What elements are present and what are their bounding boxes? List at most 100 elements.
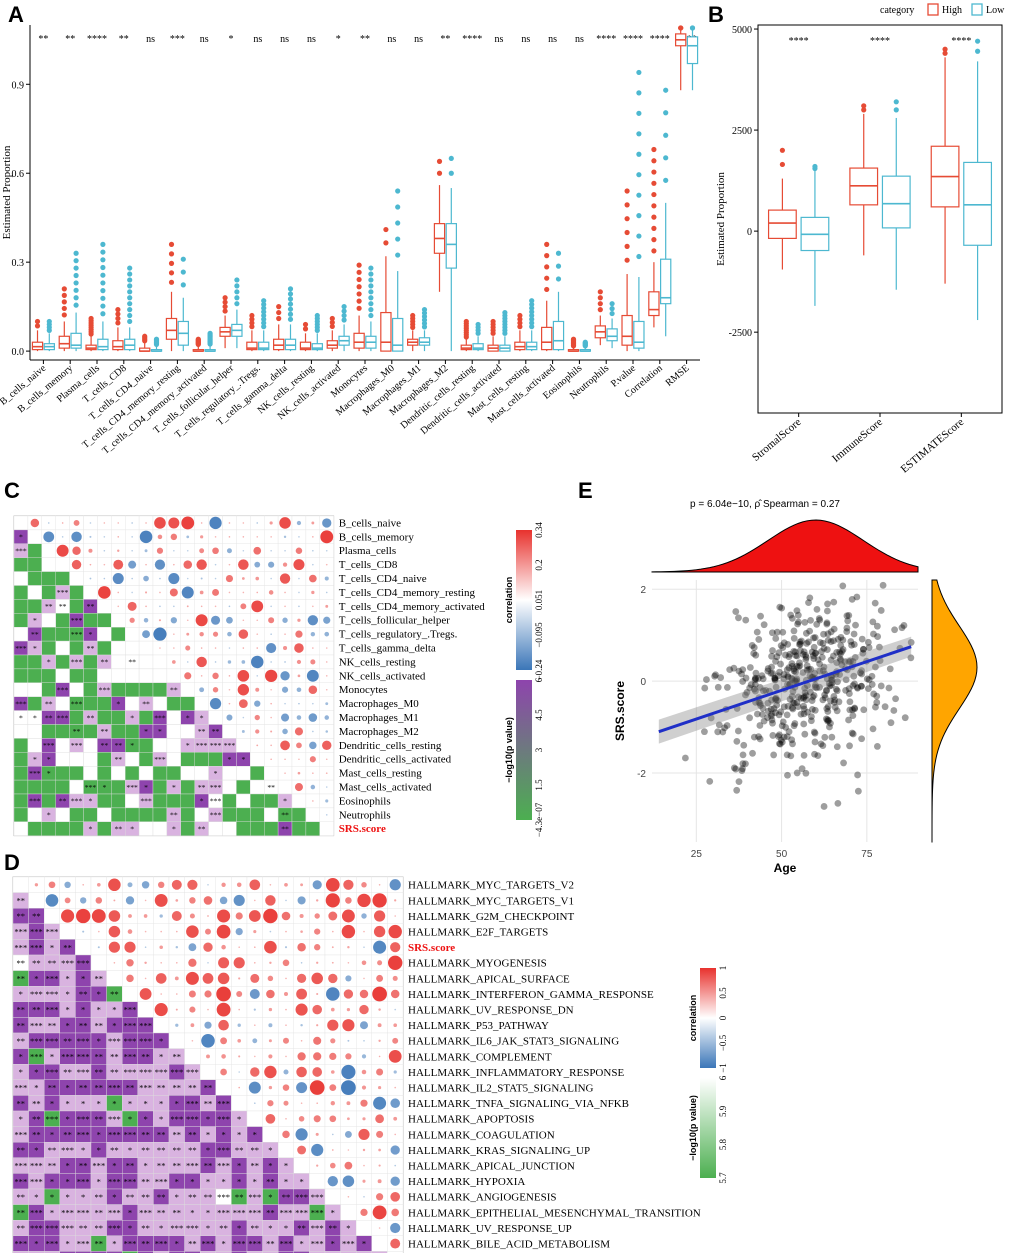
panel-d-star-label: ** bbox=[141, 1192, 150, 1202]
panel-e-point bbox=[790, 627, 798, 635]
panel-a-high-outlier bbox=[115, 311, 121, 317]
panel-c-lower-cell bbox=[111, 793, 126, 809]
panel-d-diag-cell bbox=[44, 908, 61, 925]
panel-a-low-box bbox=[70, 332, 82, 349]
panel-e-point bbox=[869, 618, 877, 626]
panel-d-lower-cell bbox=[371, 1251, 388, 1253]
panel-d-corr-circle bbox=[250, 973, 260, 983]
panel-e-point bbox=[822, 715, 830, 723]
panel-d-star-label: ** bbox=[95, 1052, 104, 1062]
panel-c-corr-circle bbox=[103, 549, 106, 552]
panel-d-corr-circle bbox=[345, 1053, 352, 1060]
panel-e-point bbox=[742, 616, 750, 624]
panel-d-corr-circle bbox=[34, 883, 39, 887]
panel-c-corr-circle bbox=[143, 618, 149, 623]
panel-b-legend-key bbox=[927, 3, 939, 16]
panel-c-star-label: *** bbox=[43, 741, 55, 750]
panel-e-point bbox=[814, 752, 822, 760]
panel-e-point bbox=[759, 704, 767, 712]
panel-d-star-label: *** bbox=[46, 1036, 59, 1046]
panel-d-corr-circle bbox=[175, 945, 179, 949]
panel-a-high-outlier bbox=[517, 324, 523, 330]
panel-a-low-outlier bbox=[127, 301, 133, 307]
panel-d-star-label: * bbox=[34, 974, 38, 984]
panel-e-point bbox=[800, 648, 808, 656]
panel-a-low-outlier bbox=[73, 302, 79, 308]
panel-c-corr-circle bbox=[322, 740, 332, 751]
panel-c-diag-cell bbox=[55, 557, 70, 572]
panel-d-star-label: ** bbox=[157, 1161, 166, 1171]
panel-c-corr-circle bbox=[310, 631, 316, 637]
panel-e-point bbox=[797, 647, 804, 654]
panel-c-star-label: * bbox=[130, 741, 134, 750]
panel-c-corr-circle bbox=[256, 591, 259, 594]
panel-d-star-label: ** bbox=[188, 1192, 197, 1202]
panel-e-point bbox=[834, 678, 841, 686]
panel-d-corr-circle bbox=[268, 1085, 273, 1090]
panel-d-corr-circle bbox=[314, 928, 321, 935]
panel-c-corr-circle bbox=[280, 740, 290, 751]
panel-e-point bbox=[826, 682, 834, 690]
panel-b-legend-label: Low bbox=[986, 5, 1005, 16]
panel-d-star-label: ** bbox=[188, 1145, 197, 1155]
panel-e-point bbox=[775, 731, 783, 739]
panel-d-star-label: *** bbox=[61, 1208, 74, 1218]
panel-c-star-label: * bbox=[19, 533, 23, 542]
panel-d-star-label: *** bbox=[295, 1208, 308, 1218]
panel-c-corr-circle bbox=[159, 577, 161, 580]
panel-c-star-label: *** bbox=[154, 755, 166, 764]
panel-c-corr-circle bbox=[324, 631, 330, 637]
panel-d-lower-cell bbox=[121, 1251, 138, 1253]
panel-d-lower-cell bbox=[199, 1251, 216, 1253]
panel-c-lower-cell bbox=[97, 613, 112, 628]
panel-e-point bbox=[810, 643, 818, 651]
panel-e-point bbox=[830, 698, 838, 706]
panel-e-point bbox=[811, 683, 819, 691]
panel-a-high-box bbox=[541, 326, 553, 351]
panel-c-corr-circle bbox=[153, 627, 167, 641]
panel-c-corr-circle bbox=[228, 702, 231, 705]
panel-e-point bbox=[826, 723, 833, 731]
panel-c-corr-circle bbox=[324, 576, 329, 581]
panel-e-point bbox=[787, 752, 795, 760]
panel-c-star-label: *** bbox=[140, 797, 152, 806]
panel-c-row-label: T_cells_gamma_delta bbox=[339, 643, 436, 655]
panel-c-corr-circle bbox=[47, 522, 50, 524]
panel-e-point bbox=[783, 711, 791, 719]
panel-a-high-outlier bbox=[356, 298, 362, 304]
panel-d-legend-corr-tick: −1 bbox=[718, 1063, 728, 1073]
panel-c-corr-circle bbox=[159, 591, 161, 594]
panel-c-star-label: ** bbox=[101, 658, 109, 667]
panel-c-star-label: * bbox=[89, 825, 93, 834]
panel-d-star-label: *** bbox=[77, 1130, 90, 1140]
panel-d-corr-circle bbox=[312, 1004, 322, 1015]
panel-c-corr-circle bbox=[145, 522, 147, 524]
panel-d-diag-cell bbox=[75, 939, 92, 956]
panel-e-point bbox=[774, 696, 782, 704]
panel-d-lower-cell bbox=[262, 1251, 279, 1253]
panel-c-corr-circle bbox=[211, 615, 221, 625]
panel-c-lower-cell bbox=[55, 738, 70, 753]
panel-e-point bbox=[800, 693, 808, 701]
panel-d-star-label: *** bbox=[311, 1192, 324, 1202]
panel-a-high-outlier bbox=[383, 226, 389, 233]
panel-a-low-box bbox=[686, 36, 699, 65]
panel-e-point bbox=[749, 749, 756, 757]
panel-d-legend-corr-tick: −0.5 bbox=[718, 1034, 728, 1051]
panel-d-star-label: ** bbox=[95, 1208, 104, 1218]
panel-e-right-density bbox=[931, 579, 978, 843]
panel-d-corr-circle bbox=[346, 1101, 351, 1106]
panel-d-star-label: ** bbox=[48, 1161, 57, 1171]
panel-a-low-outlier bbox=[127, 318, 133, 325]
panel-d-row-label: HALLMARK_APICAL_JUNCTION bbox=[408, 1161, 575, 1173]
panel-e-point bbox=[824, 600, 831, 608]
panel-e-point bbox=[824, 717, 832, 725]
panel-d-star-label: *** bbox=[14, 942, 27, 952]
panel-a-low-box bbox=[258, 341, 270, 351]
panel-c-diag-cell bbox=[250, 752, 265, 767]
panel-d-star-label: ** bbox=[251, 1145, 260, 1155]
panel-d-corr-circle bbox=[325, 893, 340, 908]
panel-c-star-label: ** bbox=[128, 658, 136, 667]
panel-d-corr-circle bbox=[285, 1008, 287, 1011]
panel-c-star-label: * bbox=[158, 727, 162, 736]
